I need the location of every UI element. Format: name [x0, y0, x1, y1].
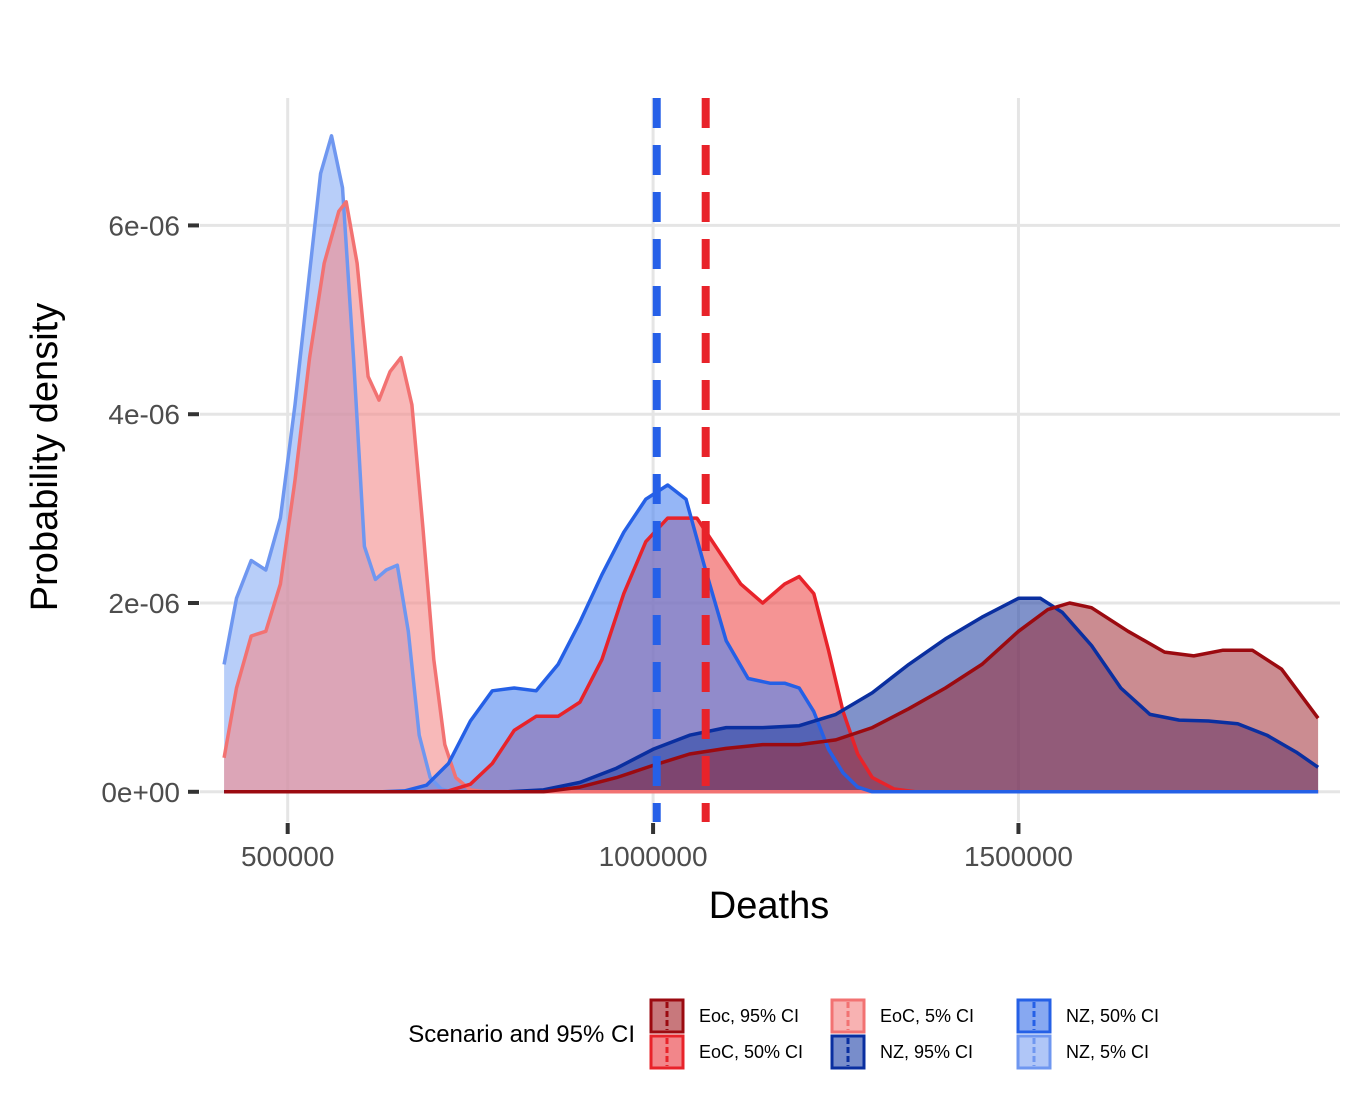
y-tick-label-1: 2e-06 — [108, 588, 180, 619]
legend: Scenario and 95% CI Eoc, 95% CI EoC, 50% … — [408, 998, 1159, 1070]
y-axis-title: Probability density — [24, 303, 66, 611]
legend-title: Scenario and 95% CI — [408, 1021, 635, 1048]
y-tick-label-3: 6e-06 — [108, 210, 180, 241]
x-tick-label-0: 500000 — [241, 841, 334, 872]
line-nz-5-ci — [222, 134, 1319, 794]
legend-item-eoc-5-ci: EoC, 5% CI — [830, 998, 974, 1034]
line-nz-95-ci — [224, 596, 1320, 794]
legend-label-eoc-95-ci: Eoc, 95% CI — [699, 1006, 799, 1026]
x-tick-label-2: 1500000 — [964, 841, 1073, 872]
legend-item-nz-95-ci: NZ, 95% CI — [830, 1034, 973, 1070]
legend-item-eoc-95-ci: Eoc, 95% CI — [649, 998, 799, 1034]
legend-label-nz-95-ci: NZ, 95% CI — [880, 1042, 973, 1062]
legend-item-eoc-50-ci: EoC, 50% CI — [649, 1034, 803, 1070]
axes: 0e+00 2e-06 4e-06 6e-06 500000 1000000 1500000 — [101, 210, 1073, 872]
y-tick-label-0: 0e+00 — [101, 777, 180, 808]
x-axis-title: Deaths — [709, 885, 829, 927]
line-eoc-5-ci — [222, 200, 1319, 794]
area-nz-50-ci — [224, 485, 1319, 792]
legend-swatch-nz-95-ci — [830, 1034, 866, 1070]
area-eoc-50-ci — [224, 518, 1319, 792]
x-tick-label-1: 1000000 — [599, 841, 708, 872]
legend-item-nz-5-ci: NZ, 5% CI — [1016, 1034, 1149, 1070]
reference-lines — [652, 98, 710, 822]
legend-label-nz-5-ci: NZ, 5% CI — [1066, 1042, 1149, 1062]
y-tick-label-2: 4e-06 — [108, 399, 180, 430]
legend-item-nz-50-ci: NZ, 50% CI — [1016, 998, 1159, 1034]
legend-swatch-nz-50-ci — [1016, 998, 1052, 1034]
legend-label-eoc-50-ci: EoC, 50% CI — [699, 1042, 803, 1062]
legend-label-nz-50-ci: NZ, 50% CI — [1066, 1006, 1159, 1026]
area-eoc-5-ci — [224, 201, 1319, 792]
legend-label-eoc-5-ci: EoC, 5% CI — [880, 1006, 974, 1026]
density-areas — [224, 135, 1319, 792]
line-eoc-50-ci — [224, 516, 1319, 794]
area-eoc-95-ci — [224, 603, 1319, 792]
